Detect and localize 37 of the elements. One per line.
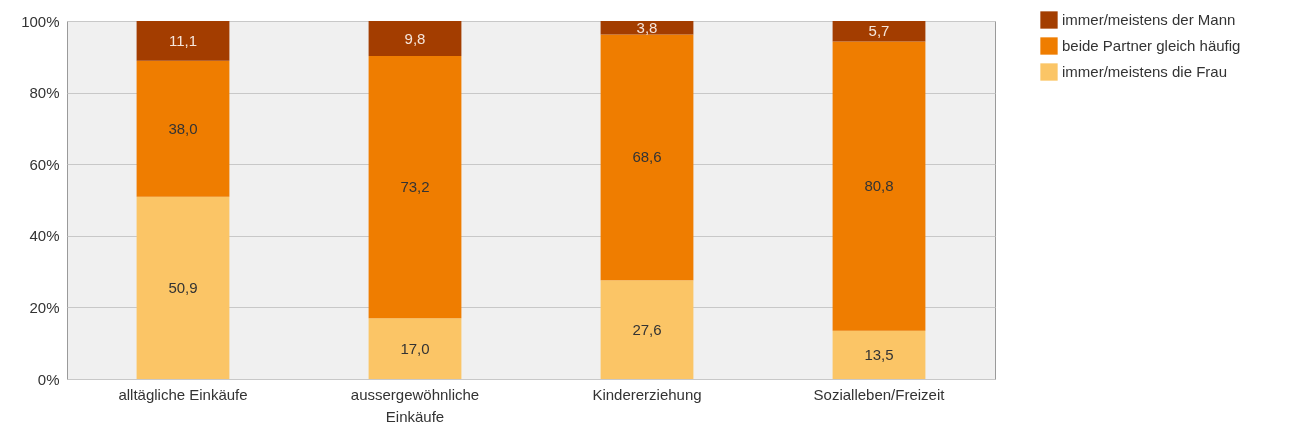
bar <box>832 41 926 331</box>
y-tick-label: 60% <box>29 155 60 173</box>
x-tick-label: alltägliche Einkäufe <box>118 385 248 403</box>
bar <box>136 60 230 197</box>
data-label: 27,6 <box>632 320 662 338</box>
y-tick-label: 40% <box>29 227 60 245</box>
data-label: 68,6 <box>632 148 662 166</box>
data-label: 80,8 <box>864 177 894 195</box>
data-label: 50,9 <box>168 278 198 296</box>
y-tick-label: 20% <box>29 298 60 316</box>
data-label: 5,7 <box>868 22 890 40</box>
bar <box>600 21 694 35</box>
y-tick-label: 100% <box>21 12 60 30</box>
data-label: 13,5 <box>864 345 894 363</box>
bar <box>368 21 462 57</box>
x-tick-label: aussergewöhnliche Einkäufe <box>350 385 480 425</box>
data-label: 11,1 <box>168 31 198 49</box>
bar <box>600 34 694 281</box>
bar <box>136 21 230 61</box>
data-label: 17,0 <box>400 339 430 357</box>
legend-label: immer/meistens die Frau <box>1062 63 1228 80</box>
data-label: 73,2 <box>400 178 430 196</box>
x-tick-label: Kindererziehung <box>592 385 702 403</box>
y-tick-label: 80% <box>29 84 60 102</box>
bar <box>368 56 462 319</box>
bar <box>368 318 462 379</box>
bar <box>832 330 926 379</box>
bar <box>136 196 230 379</box>
bar <box>600 280 694 379</box>
legend-label: beide Partner gleich häufig <box>1062 37 1241 54</box>
y-tick-label: 0% <box>37 370 60 388</box>
x-tick-label: Sozialleben/Freizeit <box>813 385 946 403</box>
data-label: 9,8 <box>404 29 426 47</box>
data-label: 38,0 <box>168 119 198 137</box>
bar <box>832 21 926 42</box>
legend-label: immer/meistens der Mann <box>1062 11 1236 28</box>
data-label: 3,8 <box>636 18 658 36</box>
